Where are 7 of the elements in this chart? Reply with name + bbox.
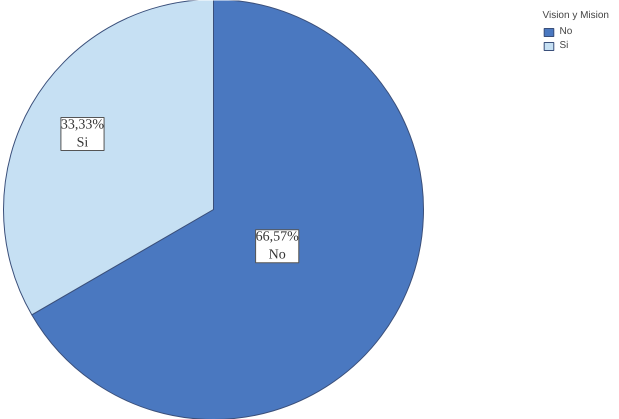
data-label: 33,33% bbox=[60, 118, 104, 133]
data-label: 66,57% bbox=[256, 230, 300, 245]
legend-label: No bbox=[559, 26, 574, 37]
legend-label: Si bbox=[559, 40, 570, 51]
slice-label: Si bbox=[76, 136, 88, 151]
legend-title: Vision y Mision bbox=[542, 10, 609, 21]
slice-label: No bbox=[268, 248, 286, 263]
